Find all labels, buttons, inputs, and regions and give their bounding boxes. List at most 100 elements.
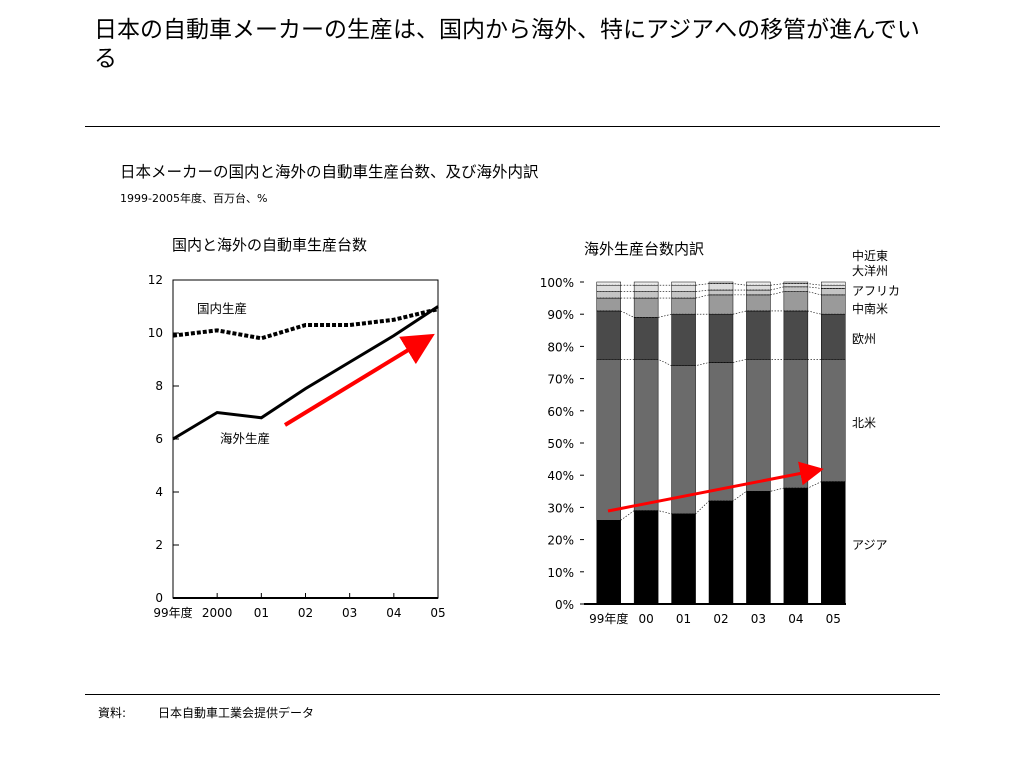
bar-segment-africa <box>746 289 771 296</box>
bar-segment-oceania <box>596 284 621 292</box>
right-y-tick-label: 60% <box>547 405 574 419</box>
bar-segment-latin-america <box>633 297 659 318</box>
overseas-trend-arrow <box>283 333 435 427</box>
left-plot-frame <box>172 279 439 599</box>
left-y-tick-label: 6 <box>155 432 163 446</box>
bar-segment-middle-east <box>746 281 771 286</box>
bar-segment-asia <box>708 500 734 605</box>
bar-segment-asia <box>633 510 659 605</box>
right-y-tick-label: 10% <box>547 566 574 580</box>
right-y-tick-label: 80% <box>547 340 574 354</box>
bar-segment-africa <box>708 289 734 296</box>
segment-connector-line <box>596 283 846 286</box>
bar-segment-latin-america <box>596 297 621 312</box>
bar-segment-north-america <box>708 362 734 502</box>
bar-segment-oceania <box>783 283 809 288</box>
right-y-tick-label: 40% <box>547 469 574 483</box>
right-x-tick-label: 05 <box>826 612 841 626</box>
bar-segment-asia <box>596 520 621 605</box>
source-text: 日本自動車工業会提供データ <box>158 706 315 720</box>
page-title: 日本の自動車メーカーの生産は、国内から海外、特にアジアへの移管が進んでいる <box>94 17 920 72</box>
right-y-tick-label: 50% <box>547 437 574 451</box>
right-y-tick-label: 100% <box>540 276 574 290</box>
bar-segment-asia <box>783 487 809 605</box>
legend-label-latin-america: 中南米 <box>852 301 888 316</box>
bar-segment-africa <box>671 291 696 299</box>
right-x-tick-label: 02 <box>713 612 728 626</box>
footer-divider <box>85 694 940 695</box>
bar-segment-oceania <box>746 284 771 291</box>
overseas-production-line <box>172 305 439 441</box>
bar-segment-middle-east <box>596 281 621 286</box>
bar-segment-north-america <box>596 359 621 521</box>
bar-segment-oceania <box>633 284 659 292</box>
bar-segment-latin-america <box>671 297 696 315</box>
right-y-tick-label: 30% <box>547 501 574 515</box>
left-y-tick-label: 0 <box>155 591 163 605</box>
segment-connector-line <box>596 286 846 292</box>
left-y-tick-label: 4 <box>155 485 163 499</box>
right-x-tick-label: 01 <box>676 612 691 626</box>
left-x-tick-label: 02 <box>298 606 313 620</box>
left-y-tick-label: 12 <box>148 273 163 287</box>
chart-heading: 日本メーカーの国内と海外の自動車生産台数、及び海外内訳 <box>120 163 539 181</box>
bar-segment-latin-america <box>821 294 846 315</box>
segment-connector-line <box>596 310 846 318</box>
right-x-tick-label: 04 <box>788 612 803 626</box>
left-x-tick-label: 01 <box>254 606 269 620</box>
legend-label-europe: 欧州 <box>852 332 876 346</box>
right-x-tick-label: 03 <box>751 612 766 626</box>
right-y-tick-label: 90% <box>547 308 574 322</box>
left-chart-title: 国内と海外の自動車生産台数 <box>172 236 368 254</box>
bar-segment-asia <box>746 491 771 605</box>
bar-segment-middle-east <box>633 281 659 286</box>
legend-label-africa: アフリカ <box>852 284 900 298</box>
bar-segment-middle-east <box>671 281 696 286</box>
bar-segment-north-america <box>746 359 771 492</box>
left-x-tick-label: 04 <box>386 606 401 620</box>
bar-segment-asia <box>671 513 696 605</box>
left-x-tick-label: 05 <box>430 606 445 620</box>
left-y-tick-label: 10 <box>148 326 163 340</box>
segment-connector-line <box>596 291 846 299</box>
bar-segment-latin-america <box>746 294 771 312</box>
bar-segment-africa <box>596 291 621 299</box>
right-y-tick-label: 20% <box>547 534 574 548</box>
left-y-tick-label: 2 <box>155 538 163 552</box>
bar-segment-north-america <box>821 359 846 482</box>
bar-segment-latin-america <box>783 291 809 312</box>
legend-label-asia: アジア <box>852 538 888 552</box>
bar-segment-europe <box>783 310 809 360</box>
bar-segment-middle-east <box>821 281 846 286</box>
source-label: 資料: <box>98 706 127 720</box>
right-y-tick-label: 0% <box>555 598 574 612</box>
segment-connector-line <box>596 481 846 521</box>
overseas-production-label: 海外生産 <box>220 431 270 446</box>
bar-segment-north-america <box>783 359 809 489</box>
bar-segment-asia <box>821 481 846 605</box>
left-x-tick-label: 99年度 <box>153 605 192 620</box>
legend-label-oceania: 大洋州 <box>852 263 888 278</box>
bar-segment-europe <box>596 310 621 360</box>
bar-segment-europe <box>708 313 734 363</box>
domestic-production-label: 国内生産 <box>197 301 247 316</box>
left-x-tick-label: 2000 <box>202 606 233 620</box>
bar-segment-oceania <box>821 284 846 289</box>
bar-segment-north-america <box>671 365 696 515</box>
bar-segment-africa <box>783 286 809 292</box>
bar-segment-oceania <box>708 283 734 291</box>
legend-label-north-america: 北米 <box>852 416 876 430</box>
bar-segment-latin-america <box>708 294 734 315</box>
bar-segment-north-america <box>633 359 659 511</box>
bar-segment-europe <box>633 317 659 360</box>
bar-segment-africa <box>821 288 846 296</box>
chart-subheading: 1999-2005年度、百万台、% <box>120 192 268 205</box>
right-chart-title: 海外生産台数内訳 <box>584 240 705 258</box>
legend-label-middle-east: 中近東 <box>852 248 888 263</box>
bar-segment-europe <box>746 310 771 360</box>
title-divider <box>85 126 940 127</box>
domestic-production-line <box>172 307 439 341</box>
bar-segment-europe <box>671 313 696 366</box>
left-y-tick-label: 8 <box>155 379 163 393</box>
